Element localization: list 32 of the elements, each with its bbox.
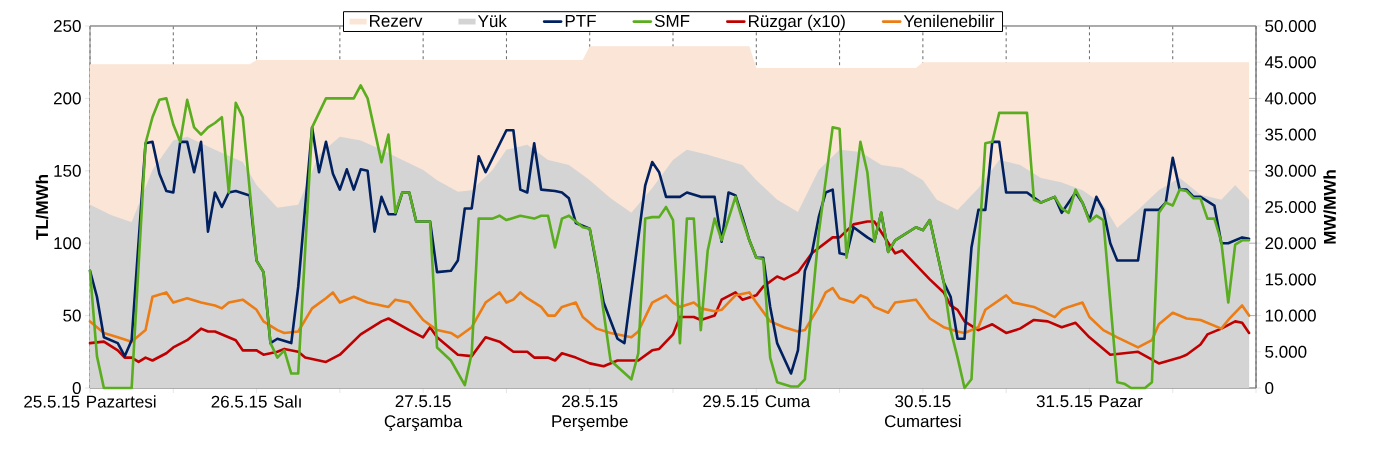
legend-label: Yük [477, 14, 507, 28]
y-tick-label: 250 [53, 19, 81, 33]
y-tick-label: 50 [63, 309, 81, 322]
x-tick-label: 31.5.15 Pazar [1036, 395, 1143, 408]
y2-tick-label: 0 [1265, 381, 1274, 395]
y2-tick-label: 45.000 [1264, 56, 1316, 69]
x-tick-label: 25.5.15 Pazartesi [24, 395, 156, 408]
x-tick-label: 28.5.15 Perşembe [552, 395, 628, 431]
x-tick-label: 27.5.15 Çarşamba [384, 395, 463, 431]
y2-tick-label: 30.000 [1265, 164, 1316, 177]
y2-tick-label: 35.000 [1265, 128, 1316, 141]
y2-tick-label: 50.000 [1265, 19, 1316, 33]
x-tick-label: 26.5.15 Salı [211, 395, 301, 408]
x-tick-label: 30.5.15 Cumartesi [885, 395, 961, 428]
y-tick-label: 100 [54, 237, 81, 250]
legend-label: Rüzgar (x10) [749, 14, 845, 31]
y2-axis-title: MW/MWh [1323, 170, 1337, 244]
y2-tick-label: 20.000 [1265, 237, 1316, 250]
y-tick-label: 150 [54, 164, 81, 177]
y2-tick-label: 5.000 [1265, 345, 1307, 358]
y2-tick-label: 25.000 [1265, 200, 1316, 214]
legend-label: Yenilenebilir [903, 14, 995, 28]
legend-label: SMF [654, 14, 690, 27]
y2-tick-label: 40.000 [1264, 92, 1316, 105]
legend-label: Rezerv [370, 14, 423, 27]
y-axis-title: TL/MWh [35, 175, 49, 240]
y2-tick-label: 15.000 [1265, 273, 1316, 286]
y2-tick-label: 10.000 [1265, 309, 1316, 322]
x-tick-label: 29.5.15 Cuma [703, 395, 811, 408]
legend-label: PTF [565, 14, 596, 27]
y-tick-label: 200 [53, 92, 81, 105]
y-tick-label: 0 [72, 381, 81, 395]
